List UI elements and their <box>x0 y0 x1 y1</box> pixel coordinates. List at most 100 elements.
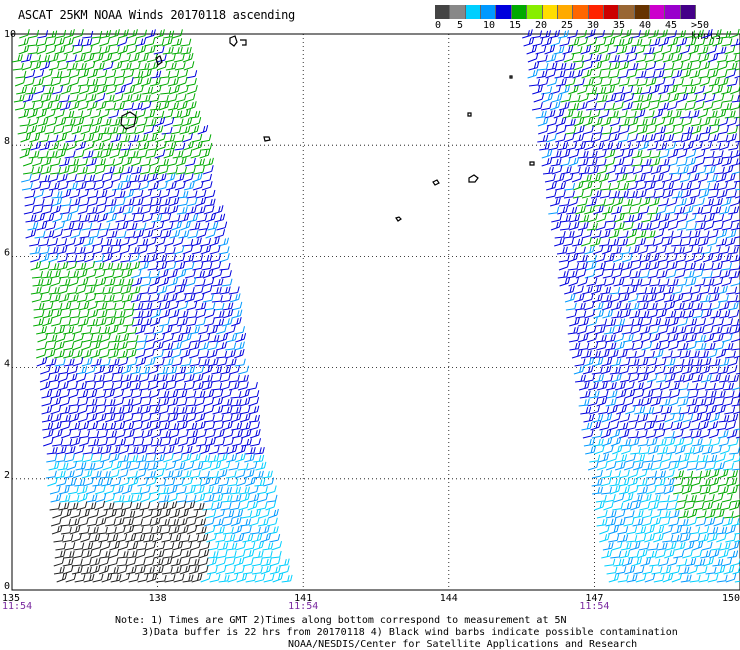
wind-barb <box>213 421 224 431</box>
wind-barb <box>709 246 721 255</box>
wind-barb <box>99 108 110 119</box>
wind-barb <box>618 293 630 303</box>
wind-barb <box>214 229 226 239</box>
wind-barb <box>228 381 240 391</box>
wind-barb <box>657 325 669 335</box>
island <box>467 112 472 117</box>
wind-barb <box>627 366 639 375</box>
wind-barb <box>159 70 171 79</box>
wind-barb <box>107 566 119 575</box>
wind-barb <box>680 53 692 63</box>
wind-barb <box>577 85 588 95</box>
wind-barb <box>595 86 607 95</box>
wind-barb <box>78 69 90 79</box>
wind-barb <box>693 325 705 335</box>
wind-barb <box>183 181 195 191</box>
wind-barb <box>575 205 586 215</box>
wind-barb <box>545 68 557 79</box>
wind-barb <box>603 29 614 39</box>
wind-barb <box>727 470 738 479</box>
wind-barb <box>150 102 162 111</box>
wind-barb <box>67 165 79 175</box>
wind-barb <box>545 53 557 63</box>
wind-barb <box>585 325 597 335</box>
wind-barb <box>186 70 198 79</box>
wind-barb <box>106 437 117 447</box>
wind-barb <box>652 405 664 415</box>
wind-barb <box>556 124 567 135</box>
wind-barb <box>229 502 241 511</box>
wind-barb <box>68 405 80 415</box>
wind-barb <box>664 125 675 135</box>
wind-barb <box>694 85 705 95</box>
wind-barb <box>665 269 677 279</box>
wind-barb <box>554 237 565 247</box>
wind-barb <box>39 181 51 191</box>
wind-barb <box>532 85 543 95</box>
wind-barb <box>685 156 697 167</box>
wind-barb <box>117 325 128 335</box>
wind-barb <box>55 148 67 159</box>
wind-barb <box>37 332 48 343</box>
wind-barb <box>42 309 54 319</box>
wind-barb <box>174 181 186 191</box>
wind-barb <box>19 118 31 127</box>
wind-barb <box>609 117 621 127</box>
wind-barb <box>216 221 228 231</box>
wind-barb <box>676 494 688 503</box>
wind-barb <box>194 412 206 423</box>
wind-barb <box>666 197 678 207</box>
wind-barb <box>565 126 577 135</box>
wind-barb <box>199 149 211 159</box>
wind-barb <box>685 333 697 343</box>
wind-barb <box>213 518 224 527</box>
wind-barb <box>709 358 721 367</box>
wind-barb <box>605 93 617 103</box>
wind-barb <box>77 277 89 287</box>
wind-barb <box>222 302 234 311</box>
wind-barb <box>705 382 716 391</box>
wind-barb <box>67 502 79 511</box>
wind-barb <box>158 397 170 407</box>
wind-barb <box>154 453 166 463</box>
wind-barb <box>66 182 78 191</box>
wind-barb <box>551 165 563 175</box>
wind-barb <box>168 422 180 431</box>
wind-barb <box>625 110 637 119</box>
wind-barb <box>137 133 149 143</box>
wind-barb <box>574 246 586 255</box>
wind-barb <box>153 45 165 55</box>
wind-barb <box>184 293 196 303</box>
wind-barb <box>721 38 733 47</box>
wind-barb <box>221 413 233 423</box>
wind-barb <box>110 52 122 63</box>
wind-barb <box>147 380 159 391</box>
wind-barb <box>658 557 670 567</box>
wind-barb <box>668 509 680 519</box>
wind-barb <box>727 413 739 423</box>
wind-barb <box>708 118 720 127</box>
wind-barb <box>94 485 106 495</box>
wind-barb <box>54 325 65 335</box>
wind-barb <box>194 493 206 503</box>
wind-barb <box>718 358 730 367</box>
wind-barb <box>203 205 215 215</box>
wind-barb <box>650 94 662 103</box>
wind-barb <box>168 197 180 207</box>
wind-barb <box>195 309 207 319</box>
wind-barb <box>77 390 89 399</box>
wind-barb <box>79 84 90 95</box>
wind-barb <box>156 172 167 183</box>
wind-barb <box>626 574 638 583</box>
wind-barb <box>190 445 202 455</box>
latitude-tick-label: 8 <box>4 136 10 147</box>
wind-barb <box>168 525 180 535</box>
wind-barb <box>218 574 230 583</box>
wind-barb <box>637 486 648 495</box>
wind-barb <box>609 132 620 143</box>
wind-barb <box>126 349 137 359</box>
wind-barb <box>28 29 40 39</box>
wind-barb <box>12 62 24 71</box>
wind-barb <box>157 501 169 511</box>
